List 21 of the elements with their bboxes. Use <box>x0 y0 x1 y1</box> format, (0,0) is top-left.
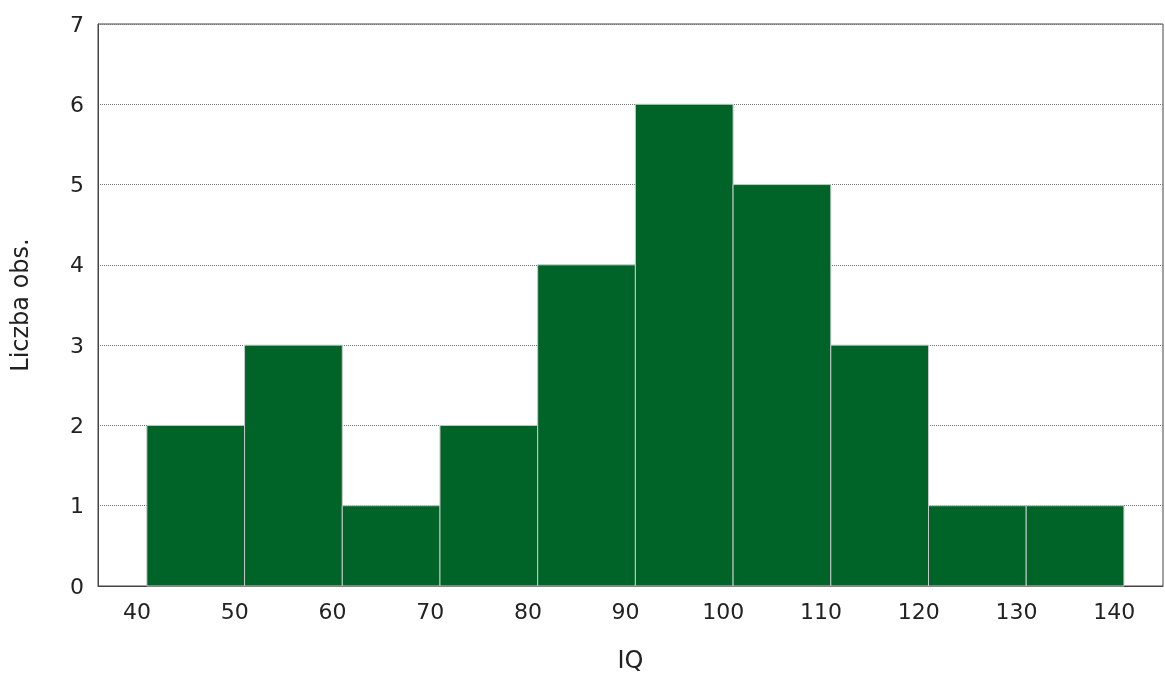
y-tick-label: 3 <box>70 332 84 358</box>
x-tick-label: 120 <box>897 598 940 624</box>
y-tick-label: 7 <box>70 11 84 37</box>
y-tick-label: 0 <box>70 573 84 599</box>
x-tick-label: 110 <box>800 598 843 624</box>
x-tick-label: 140 <box>1093 598 1136 624</box>
x-tick-label: 90 <box>611 598 640 624</box>
x-tick-label: 60 <box>318 598 347 624</box>
x-tick-label: 80 <box>513 598 542 624</box>
y-tick-label: 2 <box>70 412 84 438</box>
x-axis-title: IQ <box>617 646 644 674</box>
x-tick-label: 50 <box>220 598 249 624</box>
x-tick-label: 130 <box>995 598 1038 624</box>
y-tick-label: 5 <box>70 172 84 198</box>
x-tick-label: 70 <box>416 598 445 624</box>
x-tick-label: 40 <box>123 598 152 624</box>
y-axis-title: Liczba obs. <box>6 238 34 372</box>
y-tick-label: 4 <box>70 252 84 278</box>
y-tick-label: 6 <box>70 91 84 117</box>
x-tick-label: 100 <box>702 598 745 624</box>
y-tick-label: 1 <box>70 493 84 519</box>
